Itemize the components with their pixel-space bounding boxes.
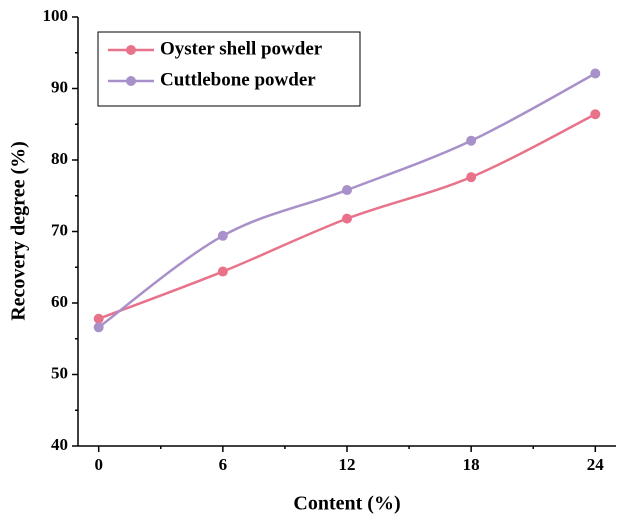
x-tick-label: 6 <box>219 455 228 474</box>
legend-box <box>97 31 361 107</box>
data-point <box>93 322 104 333</box>
data-point <box>466 172 477 183</box>
y-tick-label: 60 <box>51 292 68 311</box>
x-axis-title: Content (%) <box>293 493 400 515</box>
data-point <box>590 109 601 120</box>
data-point <box>466 135 477 146</box>
data-point <box>342 185 352 196</box>
y-tick-label: 40 <box>51 435 68 454</box>
legend-marker <box>126 45 136 55</box>
y-tick-label: 90 <box>51 77 68 96</box>
data-point <box>217 266 228 277</box>
series-line <box>97 72 596 329</box>
data-point <box>93 313 104 324</box>
x-tick-label: 18 <box>463 455 480 474</box>
data-point <box>217 230 228 241</box>
y-tick-label: 100 <box>43 6 69 25</box>
legend-label: Cuttlebone powder <box>160 69 316 90</box>
data-point <box>342 213 352 224</box>
y-tick-label: 50 <box>51 363 68 382</box>
legend-marker <box>126 76 136 86</box>
x-tick-label: 24 <box>587 455 605 474</box>
y-tick-label: 80 <box>51 149 68 168</box>
y-tick-label: 70 <box>51 220 68 239</box>
y-axis-title: Recovery degree (%) <box>8 141 30 321</box>
data-point <box>590 68 601 79</box>
legend-label: Oyster shell powder <box>160 38 323 59</box>
x-tick-label: 0 <box>94 455 103 474</box>
x-tick-label: 12 <box>339 455 356 474</box>
